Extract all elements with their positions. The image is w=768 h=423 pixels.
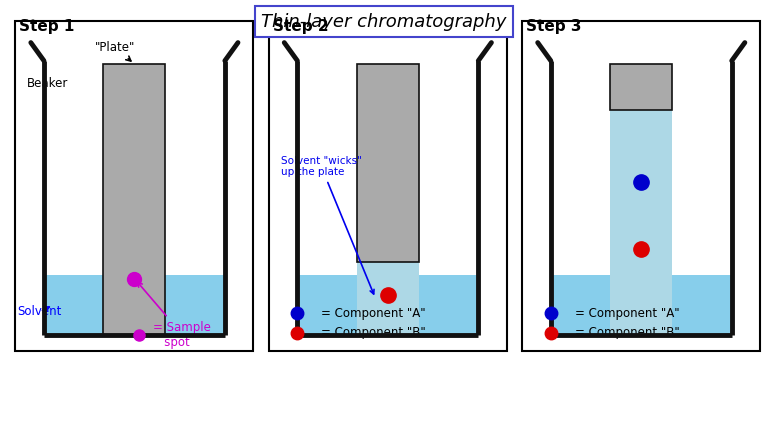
Text: Solvent "wicks"
up the plate: Solvent "wicks" up the plate [280, 156, 374, 294]
Text: Step 2: Step 2 [273, 19, 328, 34]
Bar [104, 64, 165, 335]
Text: Step 3: Step 3 [526, 19, 581, 34]
Bar [551, 275, 732, 335]
Bar [611, 110, 672, 335]
FancyBboxPatch shape [269, 21, 507, 351]
Bar [44, 275, 225, 335]
Bar [297, 275, 478, 335]
Text: Step 1: Step 1 [19, 19, 74, 34]
Text: = Component "A": = Component "A" [321, 307, 425, 320]
Text: = Component "B": = Component "B" [321, 327, 426, 339]
Text: = Component "B": = Component "B" [574, 327, 680, 339]
Text: Thin-layer chromatography: Thin-layer chromatography [261, 13, 507, 31]
Bar [611, 64, 672, 110]
Bar [357, 262, 419, 335]
Text: "Plate": "Plate" [95, 41, 135, 61]
Text: Beaker: Beaker [28, 77, 68, 90]
Text: Solvent: Solvent [18, 305, 62, 318]
FancyBboxPatch shape [15, 21, 253, 351]
Bar [357, 64, 419, 262]
FancyBboxPatch shape [522, 21, 760, 351]
Text: = Component "A": = Component "A" [574, 307, 679, 320]
Text: = Sample
   spot: = Sample spot [137, 282, 211, 349]
